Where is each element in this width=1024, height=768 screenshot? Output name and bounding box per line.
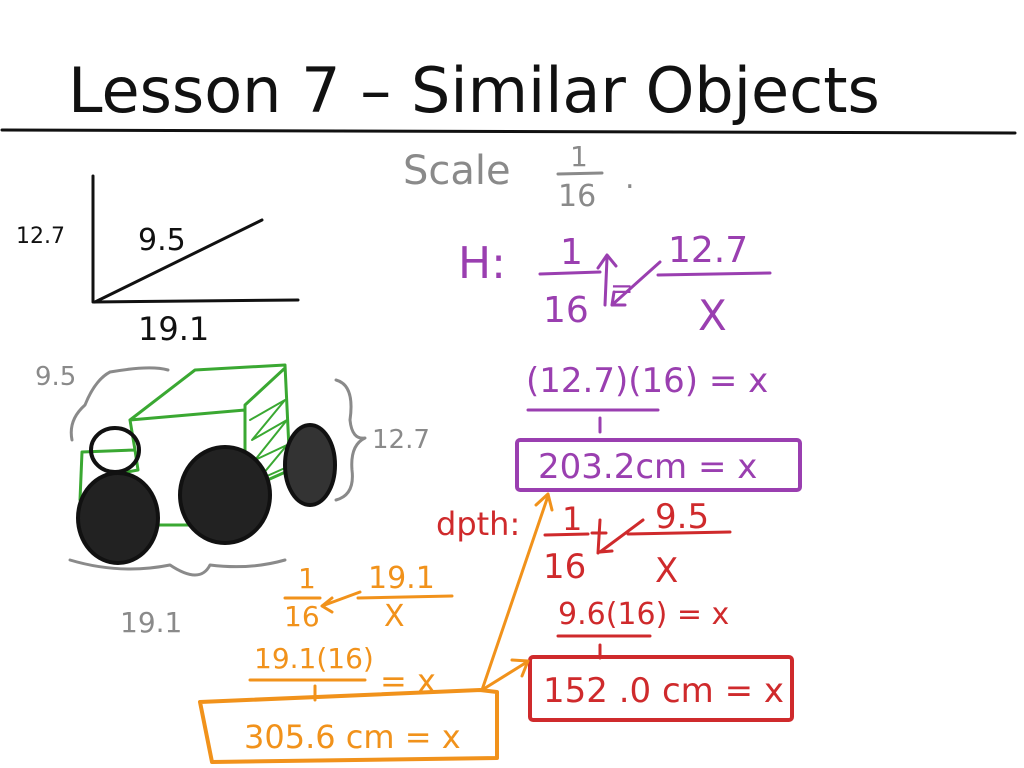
height-step: (12.7)(16) = x bbox=[526, 361, 768, 401]
length-calculation: 1 16 19.1 X 19.1(16) = x 305.6 cm = x bbox=[198, 492, 554, 764]
length-num: 19.1 bbox=[368, 561, 435, 596]
title-underline bbox=[0, 128, 1017, 135]
dimension-graph: 12.7 9.5 19.1 bbox=[16, 174, 300, 348]
lesson-title: Lesson 7 – Similar Objects bbox=[68, 54, 880, 127]
height-num: 12.7 bbox=[668, 230, 748, 271]
depth-ratio-den: 16 bbox=[543, 547, 586, 587]
cross-multiply-arrow-icon bbox=[596, 253, 662, 307]
height-answer: 203.2cm = x bbox=[538, 447, 757, 487]
length-answer-box bbox=[198, 688, 499, 764]
graph-slope-label: 9.5 bbox=[138, 223, 186, 258]
graph-height-label: 12.7 bbox=[16, 224, 65, 249]
depth-step: 9.6(16) = x bbox=[558, 597, 729, 632]
depth-den: X bbox=[655, 551, 678, 591]
height-calculation: H: 1 16 = 12.7 X (12.7)(16) = x 203.2cm … bbox=[458, 230, 802, 492]
truck-drawing: 9.5 12.7 19.1 bbox=[35, 362, 430, 639]
scale-dot: . bbox=[625, 161, 635, 196]
length-ratio-num: 1 bbox=[298, 562, 316, 595]
length-den: X bbox=[384, 599, 405, 634]
scale-numerator: 1 bbox=[570, 140, 588, 173]
truck-side-label: 12.7 bbox=[372, 425, 430, 455]
height-label: H: bbox=[458, 238, 506, 289]
depth-ratio-num: 1 bbox=[562, 500, 582, 538]
arrow-to-depth-answer-icon bbox=[480, 658, 530, 692]
depth-calculation: dpth: 1 16 9.5 X 9.6(16) = x 152 .0 cm =… bbox=[436, 497, 794, 722]
scale-label: Scale bbox=[403, 148, 511, 194]
graph-base-label: 19.1 bbox=[138, 310, 209, 348]
truck-bottom-label: 19.1 bbox=[120, 606, 182, 639]
cross-multiply-arrow-icon bbox=[590, 518, 645, 555]
depth-label: dpth: bbox=[436, 505, 520, 543]
depth-num: 9.5 bbox=[655, 497, 709, 537]
height-ratio-num: 1 bbox=[560, 232, 583, 273]
cross-multiply-arrow-icon bbox=[320, 590, 362, 614]
length-answer: 305.6 cm = x bbox=[244, 718, 461, 756]
arrow-to-height-answer-icon bbox=[480, 492, 554, 692]
length-ratio-den: 16 bbox=[284, 600, 320, 633]
scale-denominator: 16 bbox=[558, 179, 596, 214]
height-ratio-den: 16 bbox=[543, 290, 589, 331]
truck-top-label: 9.5 bbox=[35, 362, 76, 392]
depth-answer: 152 .0 cm = x bbox=[543, 671, 784, 711]
height-den: X bbox=[698, 291, 727, 340]
height-equals: = bbox=[610, 272, 633, 305]
length-step: 19.1(16) bbox=[254, 642, 374, 675]
scale-fraction-bar bbox=[556, 171, 604, 176]
depth-answer-box bbox=[528, 655, 794, 722]
height-answer-box bbox=[515, 438, 802, 492]
